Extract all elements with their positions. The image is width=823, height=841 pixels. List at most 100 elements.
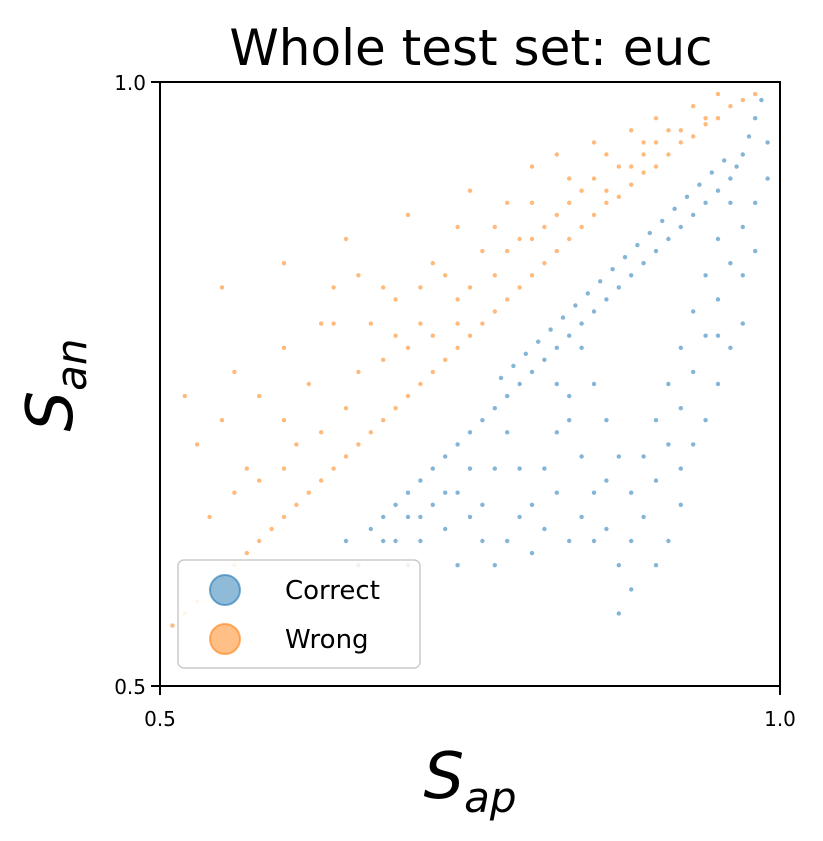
point-wrong-102 — [381, 357, 386, 362]
point-wrong-21 — [492, 309, 497, 314]
point-correct-36 — [536, 339, 541, 344]
point-correct-33 — [554, 345, 559, 350]
point-correct-129 — [715, 381, 721, 387]
point-correct-81 — [591, 381, 597, 387]
point-correct-90 — [480, 502, 485, 507]
point-correct-27 — [591, 309, 597, 314]
point-correct-9 — [703, 200, 708, 205]
y-axis: 0.5 1.0 — [114, 71, 160, 699]
point-wrong-68 — [244, 466, 249, 471]
point-correct-39 — [517, 381, 522, 387]
point-wrong-27 — [418, 381, 423, 387]
point-correct-19 — [641, 261, 646, 266]
point-wrong-101 — [356, 369, 361, 375]
point-correct-24 — [610, 267, 615, 272]
point-correct-85 — [542, 466, 547, 471]
legend: Correct Wrong — [177, 559, 421, 669]
point-wrong-18 — [529, 273, 535, 278]
point-wrong-111 — [554, 212, 559, 218]
point-correct-87 — [517, 466, 522, 471]
point-correct-40 — [511, 363, 516, 369]
point-correct-78 — [629, 490, 634, 495]
point-correct-3 — [740, 152, 745, 157]
point-wrong-85 — [542, 224, 547, 230]
point-wrong-110 — [529, 236, 535, 242]
point-correct-106 — [616, 611, 621, 616]
y-axis-label-main: S — [14, 391, 88, 432]
point-correct-60 — [666, 442, 671, 447]
point-wrong-65 — [182, 393, 187, 399]
point-wrong-83 — [517, 236, 522, 242]
point-correct-107 — [604, 478, 609, 483]
series-correct — [343, 97, 770, 616]
point-correct-80 — [604, 418, 609, 423]
point-correct-121 — [418, 514, 423, 520]
point-wrong-74 — [356, 273, 361, 278]
point-wrong-34 — [331, 466, 336, 471]
point-wrong-114 — [604, 188, 609, 193]
point-correct-30 — [573, 303, 578, 308]
point-correct-131 — [740, 273, 745, 278]
point-wrong-49 — [591, 140, 597, 145]
point-correct-53 — [368, 526, 373, 532]
point-wrong-117 — [653, 140, 659, 145]
point-wrong-113 — [591, 176, 597, 181]
point-correct-122 — [405, 514, 411, 520]
x-tick-label-1: 1.0 — [764, 707, 796, 731]
point-wrong-48 — [653, 116, 659, 121]
point-wrong-91 — [666, 128, 671, 133]
point-correct-25 — [604, 297, 609, 302]
point-correct-119 — [455, 563, 460, 568]
point-correct-41 — [505, 393, 510, 399]
point-wrong-63 — [281, 345, 287, 350]
point-correct-115 — [505, 538, 510, 544]
point-wrong-52 — [405, 212, 411, 218]
y-axis-label-sub: an — [47, 339, 96, 391]
point-wrong-32 — [356, 442, 361, 447]
point-wrong-67 — [219, 418, 225, 423]
point-correct-89 — [492, 466, 497, 471]
x-axis-label: Sap — [423, 740, 516, 822]
point-wrong-53 — [343, 236, 349, 242]
point-correct-71 — [715, 236, 721, 242]
chart-title: Whole test set: euc — [229, 19, 712, 77]
point-correct-50 — [405, 490, 411, 495]
point-wrong-89 — [616, 164, 621, 169]
point-correct-126 — [703, 418, 708, 423]
point-wrong-1 — [740, 97, 745, 103]
point-wrong-6 — [678, 140, 683, 145]
point-correct-76 — [653, 418, 659, 423]
point-wrong-23 — [467, 333, 473, 338]
point-wrong-14 — [579, 224, 584, 230]
point-wrong-0 — [753, 91, 758, 97]
point-wrong-62 — [331, 321, 336, 326]
point-wrong-12 — [604, 200, 609, 205]
point-correct-69 — [554, 381, 559, 387]
point-correct-49 — [418, 478, 423, 483]
point-correct-43 — [492, 406, 497, 411]
point-wrong-119 — [703, 116, 708, 121]
point-correct-130 — [728, 345, 733, 350]
point-correct-2 — [746, 134, 752, 139]
point-correct-44 — [480, 418, 485, 423]
legend-label-wrong: Wrong — [285, 625, 369, 655]
point-correct-29 — [579, 321, 584, 326]
point-correct-132 — [753, 248, 758, 254]
point-wrong-57 — [554, 152, 559, 157]
point-correct-26 — [598, 279, 603, 284]
point-wrong-72 — [319, 321, 324, 326]
point-correct-98 — [740, 321, 745, 326]
point-correct-93 — [443, 526, 448, 532]
point-correct-14 — [672, 206, 677, 211]
point-wrong-29 — [393, 406, 398, 411]
point-correct-70 — [728, 200, 733, 205]
point-wrong-5 — [691, 134, 696, 139]
point-wrong-3 — [715, 116, 721, 121]
points-layer — [170, 91, 770, 628]
point-wrong-104 — [418, 321, 423, 326]
point-wrong-51 — [467, 188, 473, 193]
point-wrong-92 — [691, 104, 696, 109]
point-wrong-71 — [306, 381, 311, 387]
point-wrong-99 — [319, 430, 324, 435]
point-wrong-22 — [480, 321, 485, 326]
